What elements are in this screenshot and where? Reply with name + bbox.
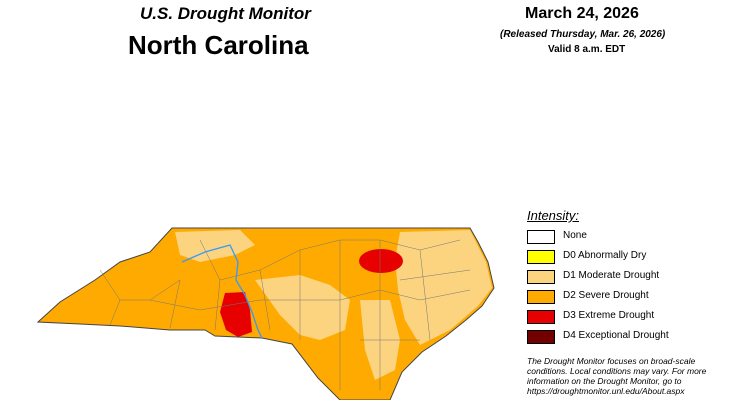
legend-label: D0 Abnormally Dry	[563, 250, 647, 261]
legend-swatch	[527, 250, 555, 264]
date: March 24, 2026	[525, 5, 639, 22]
d3-area	[359, 249, 403, 273]
map	[36, 227, 495, 400]
state-name: North Carolina	[128, 30, 309, 60]
d1-area	[175, 230, 255, 262]
legend-swatch	[527, 270, 555, 284]
d1-area	[395, 230, 492, 345]
note-line: information on the Drought Monitor, go t…	[527, 376, 682, 386]
river	[181, 244, 263, 339]
note: The Drought Monitor focuses on broad-sca…	[527, 356, 706, 396]
legend-label: D4 Exceptional Drought	[563, 330, 669, 341]
valid-time: Valid 8 a.m. EDT	[548, 44, 626, 55]
d1-area	[255, 275, 350, 340]
legend-swatch	[527, 230, 555, 244]
legend-label: D2 Severe Drought	[563, 290, 649, 301]
legend-label: D1 Moderate Drought	[563, 270, 660, 281]
legend-label: None	[563, 230, 587, 241]
note-line: The Drought Monitor focuses on broad-sca…	[527, 356, 696, 366]
legend-swatch	[527, 330, 555, 344]
legend-swatch	[527, 290, 555, 304]
d3-area	[220, 292, 252, 337]
note-line: conditions. Local conditions may vary. F…	[527, 366, 707, 376]
legend-title: Intensity:	[527, 208, 580, 223]
county-lines	[99, 239, 471, 390]
released: (Released Thursday, Mar. 26, 2026)	[500, 29, 666, 40]
title: U.S. Drought Monitor	[140, 4, 311, 23]
legend-label: D3 Extreme Drought	[563, 310, 655, 321]
legend-swatch	[527, 310, 555, 324]
note-line: https://droughtmonitor.unl.edu/About.asp…	[527, 386, 685, 396]
